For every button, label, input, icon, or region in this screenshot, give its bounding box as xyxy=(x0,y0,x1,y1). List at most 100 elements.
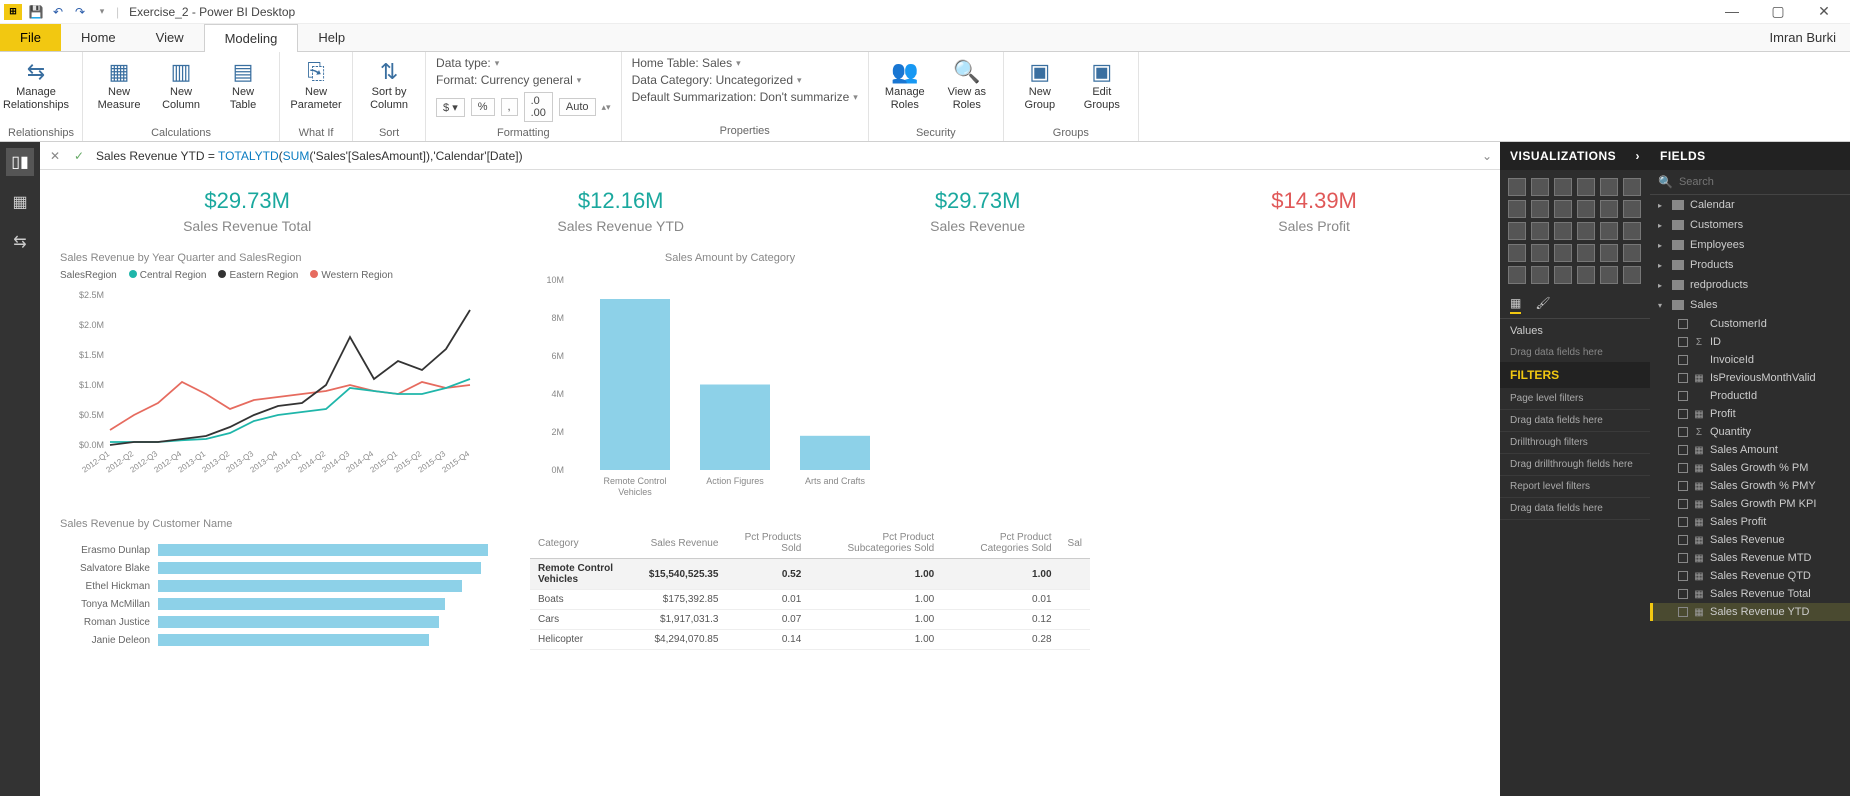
field-item[interactable]: ▦Sales Revenue YTD xyxy=(1650,603,1850,621)
field-checkbox[interactable] xyxy=(1678,589,1688,599)
hbar-row[interactable]: Tonya McMillan xyxy=(60,598,500,610)
field-item[interactable]: ▦Sales Growth PM KPI xyxy=(1650,495,1850,513)
qat-dropdown-icon[interactable]: ▾ xyxy=(94,4,110,20)
report-canvas[interactable]: $29.73MSales Revenue Total$12.16MSales R… xyxy=(40,170,1500,796)
currency-button[interactable]: $ ▾ xyxy=(436,98,465,117)
manage-roles-button[interactable]: 👥Manage Roles xyxy=(877,56,933,125)
field-checkbox[interactable] xyxy=(1678,337,1688,347)
hbar-row[interactable]: Ethel Hickman xyxy=(60,580,500,592)
field-item[interactable]: ΣID xyxy=(1650,333,1850,351)
undo-icon[interactable]: ↶ xyxy=(50,4,66,20)
edit-groups-button[interactable]: ▣Edit Groups xyxy=(1074,56,1130,125)
auto-decimals[interactable]: Auto xyxy=(559,98,596,116)
field-checkbox[interactable] xyxy=(1678,571,1688,581)
search-input[interactable] xyxy=(1679,176,1842,188)
field-table[interactable]: ▸Calendar xyxy=(1650,195,1850,215)
field-item[interactable]: ▦Sales Growth % PM xyxy=(1650,459,1850,477)
redo-icon[interactable]: ↷ xyxy=(72,4,88,20)
expand-icon[interactable]: ▾ xyxy=(1658,301,1666,310)
view-as-roles-button[interactable]: 🔍View as Roles xyxy=(939,56,995,125)
viz-type-icon[interactable] xyxy=(1600,244,1618,262)
formula-bar[interactable]: ✕ ✓ Sales Revenue YTD = TOTALYTD(SUM('Sa… xyxy=(40,142,1500,170)
formula-text[interactable]: Sales Revenue YTD = TOTALYTD(SUM('Sales'… xyxy=(96,149,523,163)
legend-item[interactable]: Central Region xyxy=(129,270,207,281)
table-header[interactable]: Category xyxy=(530,528,641,559)
table-row[interactable]: Boats$175,392.850.011.000.01 xyxy=(530,590,1090,610)
legend-item[interactable]: Eastern Region xyxy=(218,270,298,281)
kpi-card[interactable]: $12.16MSales Revenue YTD xyxy=(557,188,684,234)
table-row[interactable]: Helicopter$4,294,070.850.141.000.28 xyxy=(530,630,1090,650)
field-table[interactable]: ▸Employees xyxy=(1650,235,1850,255)
menu-help[interactable]: Help xyxy=(298,24,365,51)
new-measure-button[interactable]: ▦New Measure xyxy=(91,56,147,125)
table-header[interactable]: Pct Product Categories Sold xyxy=(942,528,1059,559)
field-checkbox[interactable] xyxy=(1678,607,1688,617)
field-item[interactable]: ΣQuantity xyxy=(1650,423,1850,441)
viz-type-icon[interactable] xyxy=(1554,178,1572,196)
table-header[interactable]: Sales Revenue xyxy=(641,528,727,559)
kpi-card[interactable]: $14.39MSales Profit xyxy=(1271,188,1357,234)
viz-type-icon[interactable] xyxy=(1577,244,1595,262)
field-checkbox[interactable] xyxy=(1678,517,1688,527)
viz-type-icon[interactable] xyxy=(1554,222,1572,240)
viz-type-icon[interactable] xyxy=(1531,266,1549,284)
viz-type-icon[interactable] xyxy=(1531,222,1549,240)
expand-icon[interactable]: ▸ xyxy=(1658,201,1666,210)
filter-dropzone[interactable]: Drag drillthrough fields here xyxy=(1500,454,1650,476)
user-label[interactable]: Imran Burki xyxy=(1756,24,1850,51)
field-checkbox[interactable] xyxy=(1678,355,1688,365)
data-category-dropdown[interactable]: Data Category: Uncategorized▾ xyxy=(632,73,858,87)
table-row[interactable]: Remote Control Vehicles$15,540,525.350.5… xyxy=(530,559,1090,590)
formula-commit-icon[interactable]: ✓ xyxy=(72,149,86,163)
field-table[interactable]: ▸redproducts xyxy=(1650,275,1850,295)
field-item[interactable]: ▦Sales Growth % PMY xyxy=(1650,477,1850,495)
expand-icon[interactable]: ▸ xyxy=(1658,261,1666,270)
comma-button[interactable]: , xyxy=(501,98,518,116)
fields-header[interactable]: FIELDS xyxy=(1650,142,1850,170)
values-dropzone[interactable]: Drag data fields here xyxy=(1500,343,1650,362)
fields-search[interactable]: 🔍 xyxy=(1650,170,1850,195)
field-checkbox[interactable] xyxy=(1678,553,1688,563)
field-item[interactable]: ▦Sales Revenue QTD xyxy=(1650,567,1850,585)
field-checkbox[interactable] xyxy=(1678,409,1688,419)
window-maximize[interactable]: ▢ xyxy=(1764,3,1792,20)
viz-type-icon[interactable] xyxy=(1623,178,1641,196)
nav-report-icon[interactable]: ▯▮ xyxy=(6,148,34,176)
viz-type-icon[interactable] xyxy=(1623,222,1641,240)
expand-icon[interactable]: ▸ xyxy=(1658,281,1666,290)
decimals-button[interactable]: .0.00 xyxy=(524,92,553,122)
nav-model-icon[interactable]: ⇆ xyxy=(6,228,34,256)
menu-home[interactable]: Home xyxy=(61,24,136,51)
nav-data-icon[interactable]: ▦ xyxy=(6,188,34,216)
field-checkbox[interactable] xyxy=(1678,427,1688,437)
new-parameter-button[interactable]: ⎘New Parameter xyxy=(288,56,344,125)
hbar-chart[interactable]: Sales Revenue by Customer Name Erasmo Du… xyxy=(60,518,500,652)
field-item[interactable]: ▦Sales Revenue MTD xyxy=(1650,549,1850,567)
viz-type-icon[interactable] xyxy=(1577,222,1595,240)
hbar-row[interactable]: Roman Justice xyxy=(60,616,500,628)
field-checkbox[interactable] xyxy=(1678,319,1688,329)
new-table-button[interactable]: ▤New Table xyxy=(215,56,271,125)
viz-type-icon[interactable] xyxy=(1577,266,1595,284)
field-item[interactable]: ▦Profit xyxy=(1650,405,1850,423)
filter-dropzone[interactable]: Drag data fields here xyxy=(1500,498,1650,520)
viz-type-icon[interactable] xyxy=(1600,178,1618,196)
viz-type-icon[interactable] xyxy=(1577,200,1595,218)
field-item[interactable]: ▦Sales Profit xyxy=(1650,513,1850,531)
viz-type-icon[interactable] xyxy=(1600,266,1618,284)
hbar-row[interactable]: Salvatore Blake xyxy=(60,562,500,574)
field-item[interactable]: ProductId xyxy=(1650,387,1850,405)
viz-type-icon[interactable] xyxy=(1531,178,1549,196)
percent-button[interactable]: % xyxy=(471,98,495,116)
field-checkbox[interactable] xyxy=(1678,373,1688,383)
chevron-right-icon[interactable]: › xyxy=(1636,149,1641,163)
legend-item[interactable]: Western Region xyxy=(310,270,393,281)
home-table-dropdown[interactable]: Home Table: Sales▾ xyxy=(632,56,858,70)
format-well-icon[interactable]: 🖌 xyxy=(1535,296,1550,314)
bar-chart[interactable]: Sales Amount by Category 10M8M6M4M2M0MRe… xyxy=(530,252,930,508)
field-item[interactable]: InvoiceId xyxy=(1650,351,1850,369)
field-item[interactable]: CustomerId xyxy=(1650,315,1850,333)
viz-type-icon[interactable] xyxy=(1508,222,1526,240)
datatype-dropdown[interactable]: Data type:▾ xyxy=(436,56,611,70)
viz-type-icon[interactable] xyxy=(1554,200,1572,218)
